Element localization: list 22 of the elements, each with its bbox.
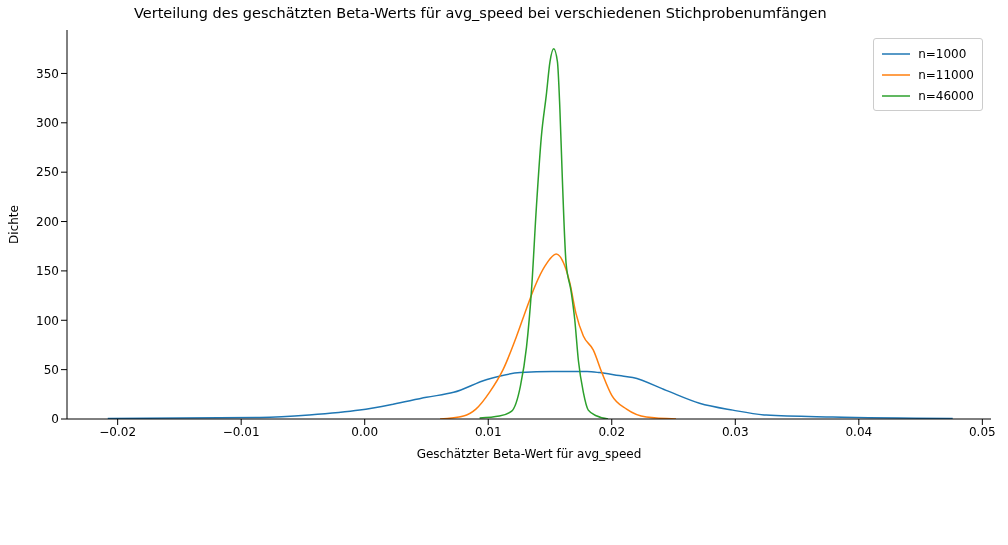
y-tick-label: 200 xyxy=(36,214,59,229)
legend-label: n=1000 xyxy=(918,46,967,61)
x-tick-label: 0.00 xyxy=(351,424,379,439)
x-axis-title: Geschätzter Beta-Wert für avg_speed xyxy=(416,447,642,461)
y-tick-label: 100 xyxy=(36,313,59,328)
y-tick-label: 350 xyxy=(36,66,59,81)
y-tick-label: 50 xyxy=(43,362,59,377)
x-tick-label: 0.02 xyxy=(598,424,626,439)
legend-label: n=11000 xyxy=(918,67,974,82)
x-tick-label: 0.03 xyxy=(721,424,749,439)
y-axis-title: Dichte xyxy=(7,205,22,244)
x-tick-label: 0.01 xyxy=(474,424,502,439)
legend-label: n=46000 xyxy=(918,88,974,103)
x-tick-label: −0.01 xyxy=(222,424,260,439)
y-tick-label: 0 xyxy=(51,412,59,427)
x-tick-label: 0.05 xyxy=(968,424,996,439)
x-tick-label: 0.04 xyxy=(845,424,873,439)
chart-title: Verteilung des geschätzten Beta-Werts für avg_speed bei verschiedenen Stichprobenumfängen xyxy=(133,4,828,23)
y-tick-label: 300 xyxy=(36,116,59,131)
y-tick-label: 250 xyxy=(36,165,59,180)
x-tick-label: −0.02 xyxy=(99,424,137,439)
y-tick-label: 150 xyxy=(36,264,59,279)
